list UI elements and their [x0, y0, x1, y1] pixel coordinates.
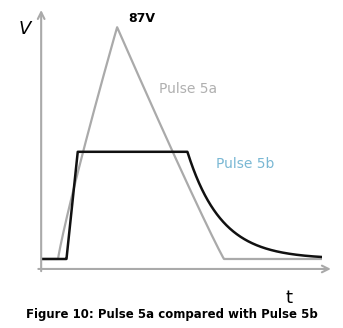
- Text: Pulse 5a: Pulse 5a: [159, 82, 217, 96]
- Text: V: V: [18, 20, 31, 38]
- Text: 87V: 87V: [128, 12, 155, 25]
- Text: t: t: [285, 289, 292, 307]
- Text: Figure 10: Pulse 5a compared with Pulse 5b: Figure 10: Pulse 5a compared with Pulse …: [26, 308, 317, 321]
- Text: Pulse 5b: Pulse 5b: [215, 157, 274, 171]
